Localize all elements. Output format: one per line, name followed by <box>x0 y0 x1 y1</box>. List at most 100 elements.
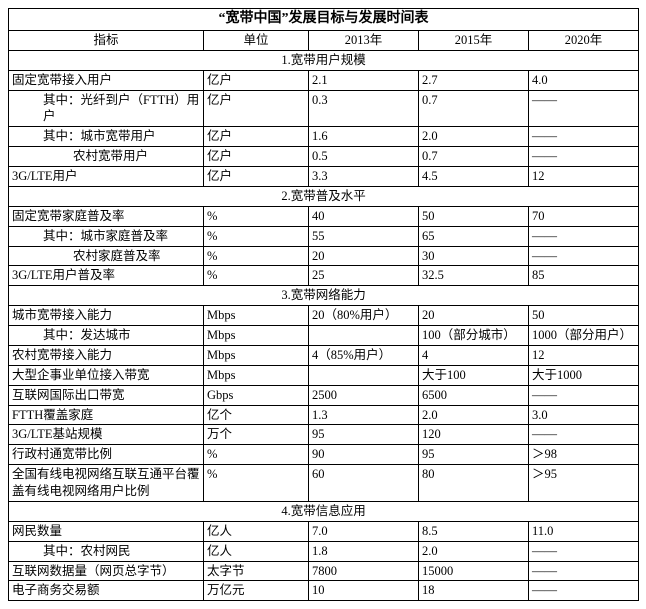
row-2020: 大于1000 <box>529 365 639 385</box>
row-unit: Mbps <box>204 345 309 365</box>
row-2020: 12 <box>529 345 639 365</box>
table-row: 电子商务交易额万亿元1018—— <box>9 581 639 601</box>
row-2013: 4（85%用户） <box>309 345 419 365</box>
row-2013: 90 <box>309 445 419 465</box>
table-row: 城市宽带接入能力Mbps20（80%用户）2050 <box>9 306 639 326</box>
row-2013: 55 <box>309 226 419 246</box>
row-unit: 亿户 <box>204 167 309 187</box>
row-label: 行政村通宽带比例 <box>9 445 204 465</box>
table-row: 农村家庭普及率%2030—— <box>9 246 639 266</box>
table-row: 其中：城市家庭普及率%5565—— <box>9 226 639 246</box>
table-row: 3G/LTE用户普及率%2532.585 <box>9 266 639 286</box>
table-title: “宽带中国”发展目标与发展时间表 <box>9 9 639 31</box>
row-2015: 2.0 <box>419 405 529 425</box>
row-unit: 亿个 <box>204 405 309 425</box>
row-2020: —— <box>529 581 639 601</box>
col-indicator: 指标 <box>9 30 204 50</box>
col-2013: 2013年 <box>309 30 419 50</box>
row-2013: 2500 <box>309 385 419 405</box>
row-2015: 4 <box>419 345 529 365</box>
table-row: 互联网国际出口带宽Gbps25006500—— <box>9 385 639 405</box>
row-label: 农村宽带接入能力 <box>9 345 204 365</box>
row-2020: —— <box>529 127 639 147</box>
row-2020: 1000（部分用户） <box>529 326 639 346</box>
row-2015: 6500 <box>419 385 529 405</box>
row-2015: 120 <box>419 425 529 445</box>
row-unit: % <box>204 206 309 226</box>
table-row: 其中：发达城市Mbps100（部分城市）1000（部分用户） <box>9 326 639 346</box>
row-2013: 1.8 <box>309 541 419 561</box>
row-label: 其中：城市宽带用户 <box>9 127 204 147</box>
table-row: 其中：城市宽带用户亿户1.62.0—— <box>9 127 639 147</box>
row-2015: 8.5 <box>419 521 529 541</box>
row-label: 网民数量 <box>9 521 204 541</box>
row-label: FTTH覆盖家庭 <box>9 405 204 425</box>
row-2015: 2.0 <box>419 127 529 147</box>
row-unit: Mbps <box>204 326 309 346</box>
row-2013 <box>309 326 419 346</box>
row-label: 全国有线电视网络互联互通平台覆盖有线电视网络用户比例 <box>9 465 204 502</box>
table-row: 大型企事业单位接入带宽Mbps大于100大于1000 <box>9 365 639 385</box>
row-2015: 80 <box>419 465 529 502</box>
table-row: 农村宽带接入能力Mbps4（85%用户）412 <box>9 345 639 365</box>
row-unit: % <box>204 246 309 266</box>
table-row: 其中：光纤到户（FTTH）用户亿户0.30.7—— <box>9 90 639 127</box>
row-2020: ＞95 <box>529 465 639 502</box>
title-row: “宽带中国”发展目标与发展时间表 <box>9 9 639 31</box>
row-2013: 3.3 <box>309 167 419 187</box>
row-2020: —— <box>529 385 639 405</box>
row-2020: —— <box>529 147 639 167</box>
section-row: 2.宽带普及水平 <box>9 186 639 206</box>
row-2020: —— <box>529 561 639 581</box>
row-2015: 18 <box>419 581 529 601</box>
row-2020: 70 <box>529 206 639 226</box>
section-row: 3.宽带网络能力 <box>9 286 639 306</box>
row-label: 3G/LTE用户 <box>9 167 204 187</box>
row-unit: Mbps <box>204 365 309 385</box>
row-2013: 40 <box>309 206 419 226</box>
row-2020: 3.0 <box>529 405 639 425</box>
row-2015: 0.7 <box>419 147 529 167</box>
row-2015: 15000 <box>419 561 529 581</box>
row-2020: —— <box>529 246 639 266</box>
row-unit: 亿人 <box>204 521 309 541</box>
row-2020: 50 <box>529 306 639 326</box>
table-row: 全国有线电视网络互联互通平台覆盖有线电视网络用户比例%6080＞95 <box>9 465 639 502</box>
row-2020: —— <box>529 226 639 246</box>
row-unit: % <box>204 465 309 502</box>
section-row: 1.宽带用户规模 <box>9 50 639 70</box>
row-2020: —— <box>529 541 639 561</box>
row-label: 城市宽带接入能力 <box>9 306 204 326</box>
row-unit: 亿户 <box>204 90 309 127</box>
row-2015: 30 <box>419 246 529 266</box>
row-label: 大型企事业单位接入带宽 <box>9 365 204 385</box>
row-2015: 4.5 <box>419 167 529 187</box>
table-row: FTTH覆盖家庭亿个1.32.03.0 <box>9 405 639 425</box>
row-2020: —— <box>529 90 639 127</box>
row-unit: 万个 <box>204 425 309 445</box>
row-unit: 万亿元 <box>204 581 309 601</box>
row-unit: 太字节 <box>204 561 309 581</box>
col-2020: 2020年 <box>529 30 639 50</box>
col-2015: 2015年 <box>419 30 529 50</box>
broadband-china-table: “宽带中国”发展目标与发展时间表 指标 单位 2013年 2015年 2020年… <box>8 8 639 601</box>
row-2015: 32.5 <box>419 266 529 286</box>
row-2015: 2.0 <box>419 541 529 561</box>
table-row: 3G/LTE用户亿户3.34.512 <box>9 167 639 187</box>
row-label: 3G/LTE用户普及率 <box>9 266 204 286</box>
row-2020: 85 <box>529 266 639 286</box>
row-label: 3G/LTE基站规模 <box>9 425 204 445</box>
row-2013: 1.3 <box>309 405 419 425</box>
row-2013: 0.5 <box>309 147 419 167</box>
row-label: 互联网国际出口带宽 <box>9 385 204 405</box>
row-2015: 65 <box>419 226 529 246</box>
table-row: 农村宽带用户亿户0.50.7—— <box>9 147 639 167</box>
row-unit: Gbps <box>204 385 309 405</box>
table-row: 3G/LTE基站规模万个95120—— <box>9 425 639 445</box>
row-2020: 12 <box>529 167 639 187</box>
row-2013: 95 <box>309 425 419 445</box>
section-title: 3.宽带网络能力 <box>9 286 639 306</box>
row-label: 其中：发达城市 <box>9 326 204 346</box>
row-unit: % <box>204 266 309 286</box>
section-title: 2.宽带普及水平 <box>9 186 639 206</box>
